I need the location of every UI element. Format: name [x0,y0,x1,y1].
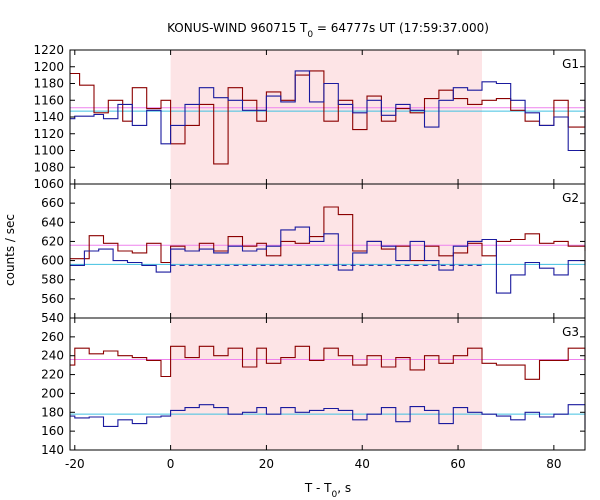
panel-g1: 1060 1080 1100 1120 1140 1160 1180 1200 1220 G1 [33,43,586,191]
y-tick-label: 1080 [33,160,64,174]
panel-label: G3 [562,325,579,339]
y-tick-label: 200 [41,386,64,400]
panel-frame [69,317,586,451]
y-tick-label: 580 [41,273,64,287]
series-red [70,345,586,380]
highlight-interval [170,50,482,184]
y-tick-label: 1100 [33,144,64,158]
x-tick-label: -20 [65,457,85,471]
chart-panels: 1060 1080 1100 1120 1140 1160 1180 1200 1220 G1 54… [33,43,586,471]
x-tick-label: 0 [167,457,175,471]
y-tick-label: 1160 [33,93,64,107]
y-tick-label: 1180 [33,77,64,91]
y-tick-label: 260 [41,330,64,344]
y-tick-label: 560 [41,292,64,306]
y-tick-label: 1200 [33,60,64,74]
y-tick-label: 540 [41,311,64,325]
chart-title: KONUS-WIND 960715 T0 = 64777s UT (17:59:… [167,21,489,40]
y-tick-label: 240 [41,349,64,363]
x-tick-label: 80 [546,457,561,471]
series-blue [70,226,586,294]
series-red [70,70,586,165]
y-tick-label: 640 [41,215,64,229]
y-tick-label: 620 [41,234,64,248]
x-tick-label: 20 [259,457,274,471]
y-tick-label: 1060 [33,177,64,191]
y-axis-label: counts / sec [3,214,17,286]
highlight-interval [170,318,482,450]
y-tick-label: 180 [41,405,64,419]
panel-g2: 540 560 580 600 620 640 660 G2 [41,183,586,325]
y-tick-label: 600 [41,254,64,268]
x-axis-label: T - T0, s [304,481,351,500]
y-tick-label: 1120 [33,127,64,141]
panel-label: G1 [562,57,579,71]
y-tick-label: 1220 [33,43,64,57]
panel-label: G2 [562,191,579,205]
y-tick-label: 160 [41,424,64,438]
series-blue [70,70,586,152]
x-tick-label: 60 [450,457,465,471]
y-tick-label: 660 [41,196,64,210]
panel-g3: 140 160 180 200 220 240 260 G3 [41,317,586,457]
series-blue [70,404,586,430]
y-tick-label: 220 [41,368,64,382]
y-tick-label: 140 [41,443,64,457]
x-tick-label: 40 [355,457,370,471]
y-tick-label: 1140 [33,110,64,124]
